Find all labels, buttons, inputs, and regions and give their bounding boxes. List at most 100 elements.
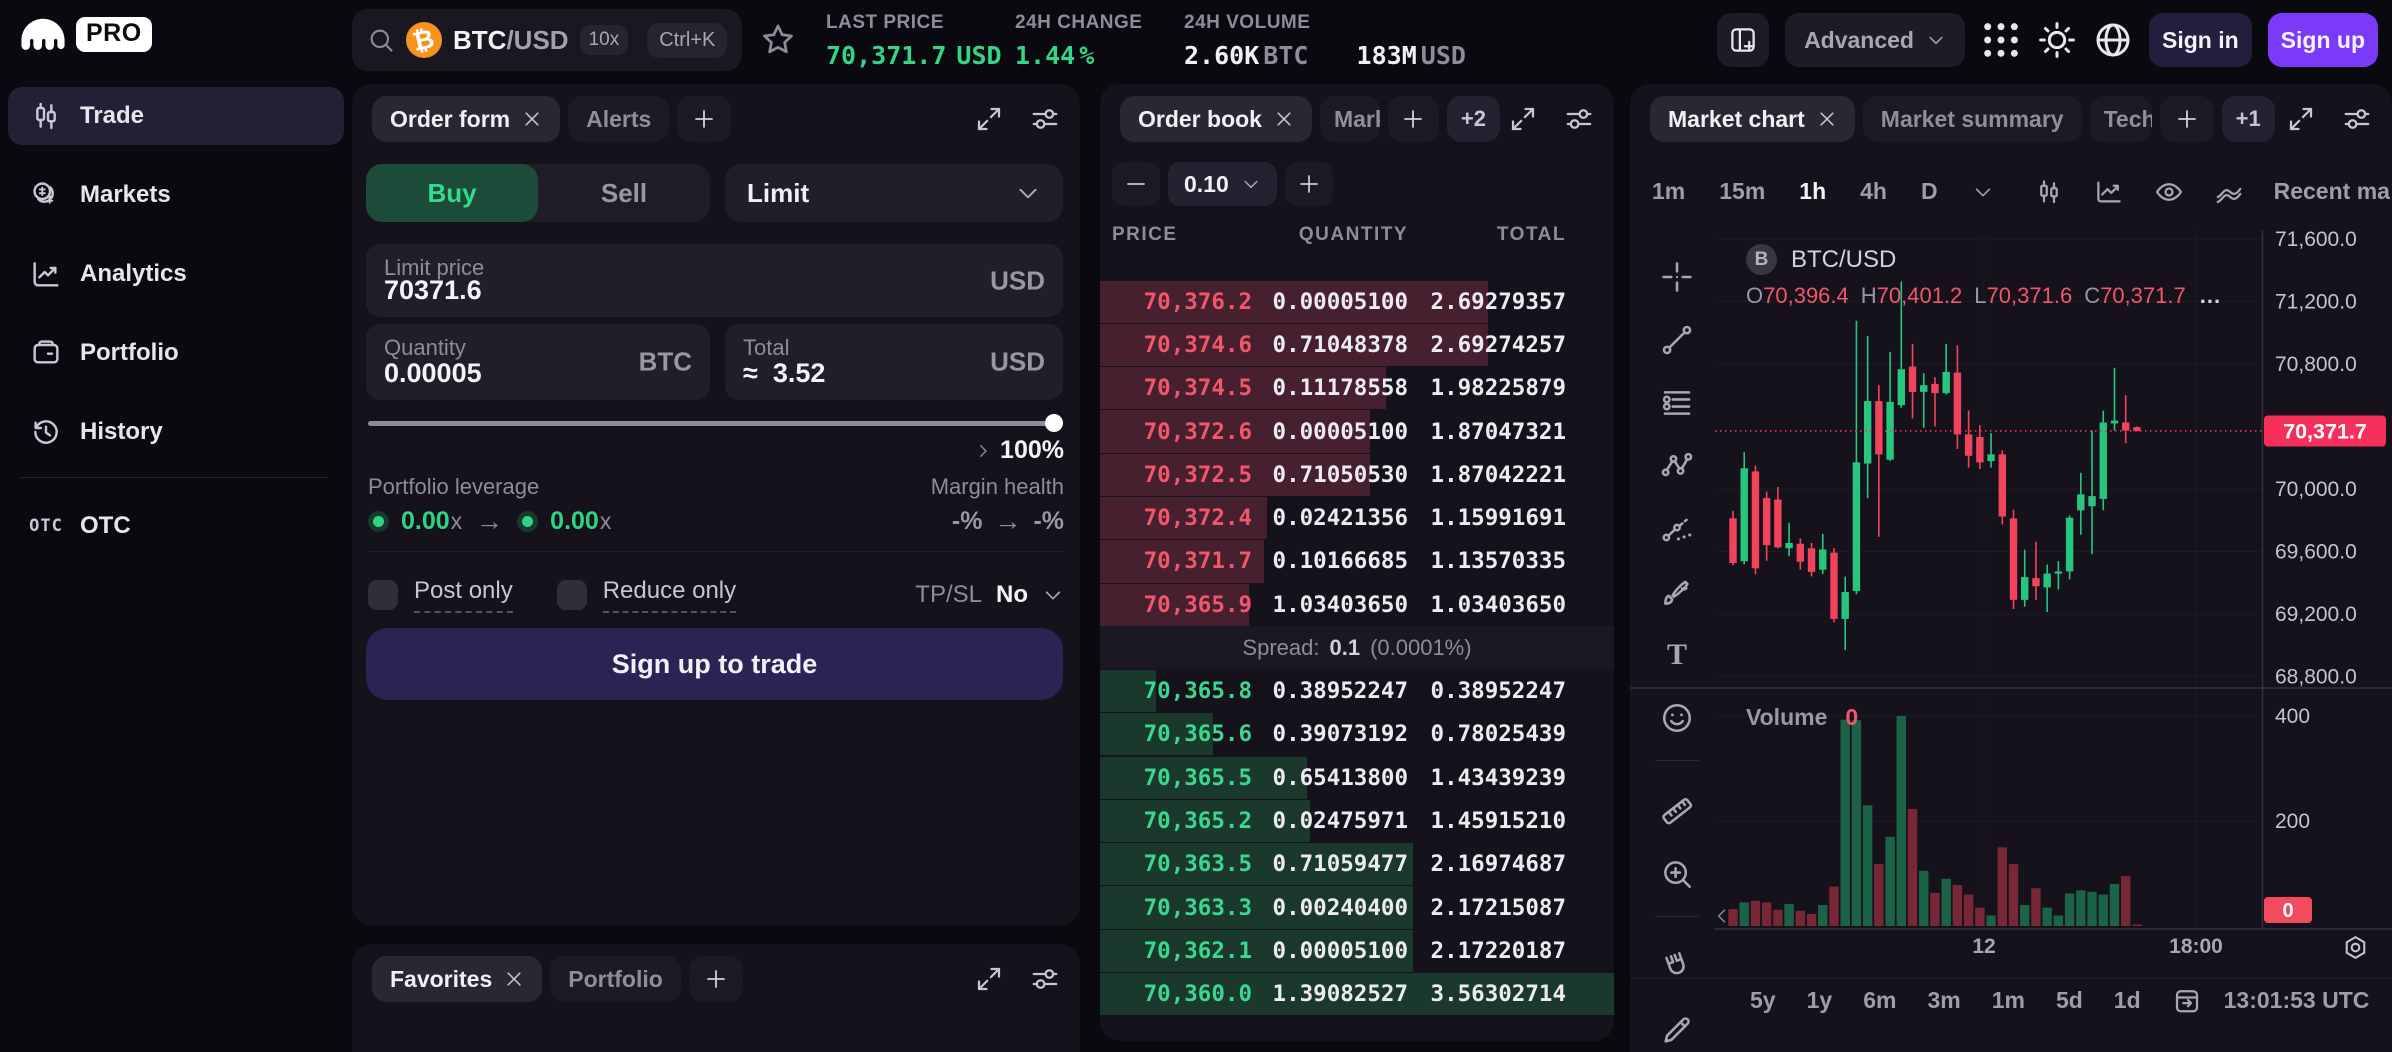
order-book-ask-row[interactable]: 70,365.9 1.03403650 1.03403650 [1100,583,1614,626]
chart-clock[interactable]: 13:01:53 UTC [2223,986,2370,1013]
crosshair-icon[interactable] [1660,260,1694,294]
sidebar-item-analytics[interactable]: Analytics [8,245,344,303]
more-tabs-button[interactable]: +2 [1446,96,1500,142]
timeframe-4h[interactable]: 4h [1860,178,1887,204]
sidebar-item-trade[interactable]: Trade [8,87,344,145]
sidebar-item-otc[interactable]: OTC OTC [8,497,344,555]
precision-decrease-button[interactable] [1112,162,1160,206]
add-tab-button[interactable] [677,96,732,142]
add-widget-button[interactable] [1717,13,1770,67]
indicators-icon[interactable] [2094,177,2124,207]
panel-settings-icon[interactable] [1564,104,1594,134]
order-book-ask-row[interactable]: 70,374.5 0.11178558 1.98225879 [1100,367,1614,410]
expand-icon[interactable] [974,104,1004,134]
text-tool-icon[interactable]: T [1666,638,1687,671]
eye-icon[interactable] [2154,177,2184,207]
candlestick-chart[interactable]: 71,600.0 71,200.0 70,800.0 70,000.0 69,600.0… [1630,84,2392,1052]
order-book-ask-row[interactable]: 70,376.2 0.00005100 2.69279357 [1100,280,1614,323]
sidebar-item-history[interactable]: History [8,403,344,461]
tab-market-summary[interactable]: Market summary [1862,96,2082,142]
precision-increase-button[interactable] [1284,162,1333,206]
apps-grid-icon[interactable] [1981,20,2021,60]
order-type-select[interactable]: Limit [725,164,1063,222]
sidebar-item-markets[interactable]: Markets [8,166,344,224]
timeframe-1h[interactable]: 1h [1799,178,1827,204]
brush-icon[interactable] [1660,575,1694,609]
panel-settings-icon[interactable] [1030,964,1060,994]
pencil-icon[interactable] [1660,1013,1694,1047]
ruler-icon[interactable] [1660,794,1694,828]
recent-trades-label[interactable]: Recent ma [2273,178,2390,204]
order-book-ask-row[interactable]: 70,374.6 0.71048378 2.69274257 [1100,323,1614,367]
range-3m[interactable]: 3m [1927,986,1961,1013]
range-1d[interactable]: 1d [2113,986,2141,1013]
sign-up-to-trade-button[interactable]: Sign up to trade [366,628,1063,700]
goto-date-icon[interactable] [2172,985,2202,1015]
close-icon[interactable] [1274,109,1294,129]
tpsl-dropdown[interactable]: TP/SL No [915,581,1064,609]
limit-price-field[interactable]: Limit price 70371.6 USD [366,244,1063,317]
timeframe-15m[interactable]: 15m [1719,178,1766,204]
add-tab-button[interactable] [1387,96,1439,142]
xabcd-pattern-icon[interactable] [1660,449,1694,483]
sell-button[interactable]: Sell [600,177,648,208]
chevron-down-icon[interactable] [1972,181,1994,203]
tab-market-chart[interactable]: Market chart [1650,96,1855,142]
total-field[interactable]: Total ≈ 3.52 USD [725,324,1063,400]
range-5d[interactable]: 5d [2055,986,2083,1013]
tab-tech[interactable]: Tech [2089,96,2152,142]
order-book-ask-row[interactable]: 70,372.5 0.71050530 1.87042221 [1100,453,1614,496]
close-icon[interactable] [504,969,524,989]
quantity-field[interactable]: Quantity 0.00005 BTC [366,324,710,400]
order-book-ask-row[interactable]: 70,371.7 0.10166685 1.13570335 [1100,540,1614,583]
sidebar-item-portfolio[interactable]: Portfolio [8,324,344,382]
add-tab-button[interactable] [2159,96,2214,142]
tab-portfolio[interactable]: Portfolio [550,956,681,1002]
magnet-icon[interactable] [1660,950,1694,984]
candles-style-icon[interactable] [2034,177,2064,207]
range-6m[interactable]: 6m [1863,986,1897,1013]
precision-select[interactable]: 0.10 [1168,162,1277,206]
range-1m[interactable]: 1m [1991,986,2025,1013]
emoji-icon[interactable] [1660,701,1694,735]
reduce-only-checkbox[interactable] [556,580,587,610]
buy-button[interactable]: Buy [366,164,538,222]
timeframe-D[interactable]: D [1920,178,1938,204]
range-1y[interactable]: 1y [1806,986,1833,1013]
timeframe-1m[interactable]: 1m [1652,178,1686,204]
order-book-bid-row[interactable]: 70,362.1 0.00005100 2.17220187 [1100,929,1614,972]
forecast-icon[interactable] [1660,512,1694,546]
tab-order-form[interactable]: Order form [372,96,561,142]
sign-in-button[interactable]: Sign in [2149,13,2252,67]
more-tabs-button[interactable]: +1 [2221,96,2275,142]
range-5y[interactable]: 5y [1750,986,1776,1013]
order-book-bid-row[interactable]: 70,365.6 0.39073192 0.78025439 [1100,713,1614,756]
scroll-left-icon[interactable] [1712,906,1732,926]
post-only-checkbox[interactable] [368,580,398,610]
fib-retracement-icon[interactable] [1660,386,1694,420]
theme-sun-icon[interactable] [2037,20,2077,60]
tab-order-book[interactable]: Order book [1120,96,1312,142]
zoom-in-icon[interactable] [1660,857,1694,891]
chart-settings-gear-icon[interactable] [2342,934,2369,961]
trendline-icon[interactable] [1660,323,1694,357]
close-icon[interactable] [522,109,542,129]
language-globe-icon[interactable] [2093,20,2133,60]
add-tab-button[interactable] [688,956,743,1002]
order-book-bid-row[interactable]: 70,365.5 0.65413800 1.43439239 [1100,756,1614,799]
order-book-bid-row[interactable]: 70,363.3 0.00240400 2.17215087 [1100,886,1614,929]
advanced-dropdown[interactable]: Advanced [1785,13,1965,67]
slider-knob[interactable] [1045,414,1063,432]
tab-mark[interactable]: Mark [1319,96,1380,142]
order-book-bid-row[interactable]: 70,363.5 0.71059477 2.16974687 [1100,843,1614,886]
order-book-ask-row[interactable]: 70,372.6 0.00005100 1.87047321 [1100,410,1614,453]
tab-favorites[interactable]: Favorites [372,956,543,1002]
order-book-bid-row[interactable]: 70,365.2 0.02475971 1.45915210 [1100,799,1614,843]
sign-up-button[interactable]: Sign up [2267,13,2378,67]
expand-icon[interactable] [2286,104,2316,134]
amount-slider[interactable] [368,414,1063,432]
ohlc-more[interactable]: ... [2199,283,2222,308]
tab-alerts[interactable]: Alerts [568,96,670,142]
order-book-ask-row[interactable]: 70,372.4 0.02421356 1.15991691 [1100,497,1614,540]
close-icon[interactable] [1817,109,1837,129]
